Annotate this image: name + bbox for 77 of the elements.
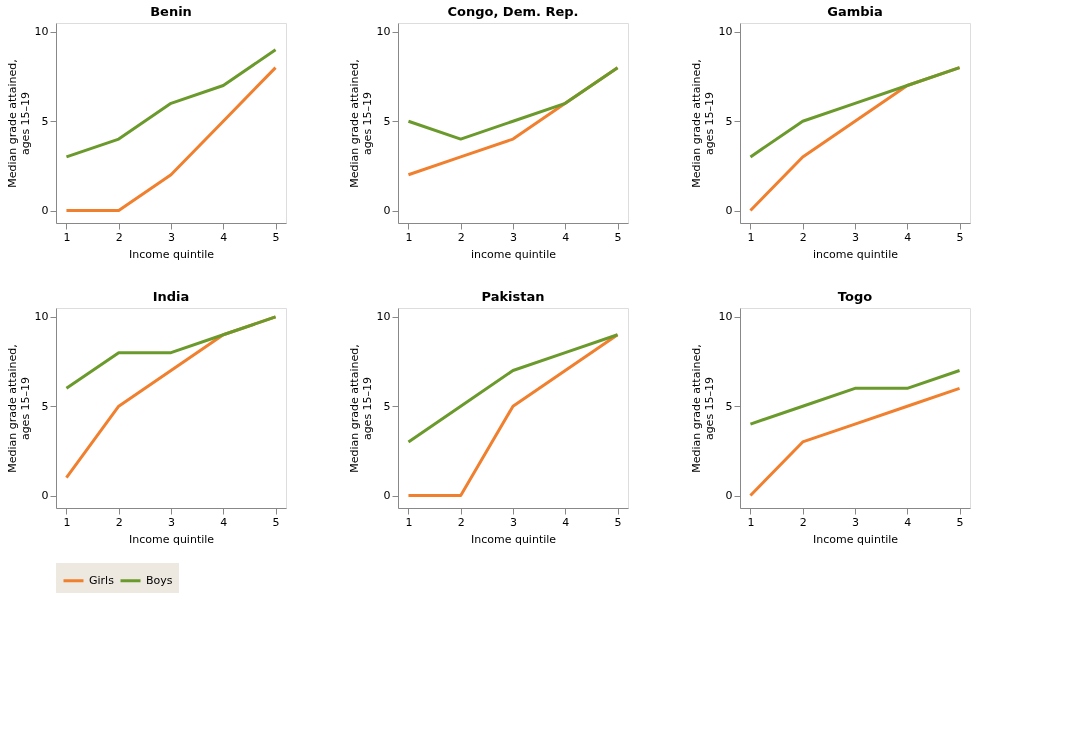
x-tick-label: 5	[614, 230, 622, 244]
y-axis-title: Median grade attained, ages 15–19	[347, 344, 374, 473]
y-axis-title: Median grade attained, ages 15–19	[689, 59, 716, 188]
x-tick-label: 5	[956, 230, 964, 244]
x-tick-label: 4	[220, 230, 228, 244]
y-axis-title: Median grade attained, ages 15–19	[347, 59, 374, 188]
line-series	[748, 66, 962, 159]
line-series	[64, 48, 278, 159]
x-tick-label: 1	[63, 515, 71, 529]
x-tick-label: 1	[747, 515, 755, 529]
line-series	[64, 66, 278, 212]
x-tick-label: 5	[272, 230, 280, 244]
y-tick-label: 5	[383, 399, 391, 413]
x-tick-label: 1	[747, 230, 755, 244]
y-axis-title: Median grade attained, ages 15–19	[689, 344, 716, 473]
line-series	[406, 333, 620, 444]
chart-title: Benin	[150, 4, 192, 19]
y-tick-label: 0	[41, 204, 49, 217]
x-tick-label: 2	[799, 515, 807, 529]
y-tick-label: 5	[41, 399, 49, 413]
y-tick-label: 0	[725, 204, 733, 217]
chart-title: Togo	[837, 289, 873, 304]
x-axis-title: Income quintile	[128, 247, 215, 261]
line-series	[748, 386, 962, 497]
y-tick-label: 0	[41, 489, 49, 502]
x-tick-label: 3	[510, 515, 517, 529]
x-tick-label: 2	[115, 230, 123, 244]
x-axis-title: Income quintile	[470, 532, 557, 546]
y-axis-title: Median grade attained, ages 15–19	[5, 59, 32, 188]
y-tick-label: 10	[718, 310, 733, 324]
x-tick-label: 3	[852, 515, 859, 529]
chart-title: Pakistan	[481, 289, 545, 304]
chart-title: Congo, Dem. Rep.	[447, 4, 579, 19]
x-tick-label: 2	[457, 515, 465, 529]
x-tick-label: 2	[799, 230, 807, 244]
y-tick-label: 10	[34, 310, 49, 324]
x-tick-label: 3	[168, 515, 175, 529]
chart-title: India	[152, 289, 190, 304]
x-tick-label: 4	[904, 515, 912, 529]
y-tick-label: 5	[725, 399, 733, 413]
line-series	[406, 66, 620, 141]
x-tick-label: 1	[405, 515, 413, 529]
x-tick-label: 4	[562, 515, 570, 529]
y-tick-label: 5	[41, 114, 49, 128]
line-series	[64, 315, 278, 390]
x-axis-title: income quintile	[471, 247, 557, 261]
chart-title: Gambia	[827, 4, 883, 19]
x-tick-label: 3	[852, 230, 859, 244]
y-tick-label: 5	[725, 114, 733, 128]
y-tick-label: 0	[383, 489, 391, 502]
x-tick-label: 1	[405, 230, 413, 244]
x-axis-title: Income quintile	[128, 532, 215, 546]
y-tick-label: 0	[725, 489, 733, 502]
x-tick-label: 5	[614, 515, 622, 529]
x-tick-label: 2	[115, 515, 123, 529]
legend-label: Boys	[146, 573, 173, 587]
x-axis-title: income quintile	[813, 247, 899, 261]
y-tick-label: 10	[376, 25, 391, 39]
x-tick-label: 4	[220, 515, 228, 529]
y-tick-label: 10	[376, 310, 391, 324]
x-tick-label: 3	[168, 230, 175, 244]
y-tick-label: 0	[383, 204, 391, 217]
x-tick-label: 3	[510, 230, 517, 244]
y-tick-label: 10	[34, 25, 49, 39]
line-series	[406, 333, 620, 497]
x-tick-label: 5	[272, 515, 280, 529]
x-tick-label: 5	[956, 515, 964, 529]
x-tick-label: 4	[562, 230, 570, 244]
legend-label: Girls	[89, 573, 115, 587]
y-tick-label: 5	[383, 114, 391, 128]
x-tick-label: 4	[904, 230, 912, 244]
x-axis-title: Income quintile	[812, 532, 899, 546]
x-tick-label: 1	[63, 230, 71, 244]
y-axis-title: Median grade attained, ages 15–19	[5, 344, 32, 473]
x-tick-label: 2	[457, 230, 465, 244]
line-series	[748, 369, 962, 426]
y-tick-label: 10	[718, 25, 733, 39]
